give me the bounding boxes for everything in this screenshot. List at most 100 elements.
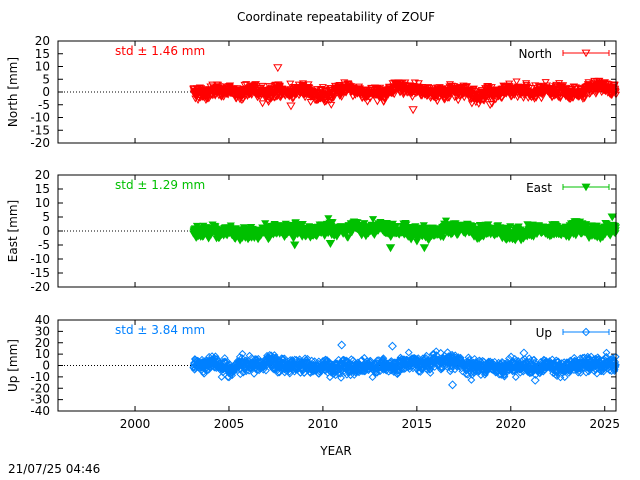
data-point bbox=[519, 348, 529, 358]
data-point bbox=[602, 348, 611, 357]
data-point bbox=[200, 369, 209, 378]
data-point bbox=[530, 355, 538, 364]
data-point bbox=[273, 64, 283, 73]
x-tick-label: 2000 bbox=[120, 417, 151, 431]
data-point bbox=[441, 217, 451, 225]
y-tick-label: -10 bbox=[30, 370, 50, 384]
data-point bbox=[238, 349, 247, 358]
y-tick-label: 0 bbox=[42, 224, 50, 238]
data-point bbox=[261, 220, 270, 228]
y-tick-label: 20 bbox=[35, 336, 50, 350]
y-tick-label: 30 bbox=[35, 324, 50, 338]
series-up bbox=[189, 340, 620, 390]
data-point bbox=[448, 380, 458, 390]
x-tick-label: 2010 bbox=[308, 417, 339, 431]
data-point bbox=[286, 80, 295, 88]
data-point bbox=[290, 241, 300, 250]
data-point bbox=[240, 81, 249, 89]
y-tick-label: 5 bbox=[42, 72, 50, 86]
data-point bbox=[570, 353, 579, 362]
data-point bbox=[258, 100, 267, 108]
data-point bbox=[318, 84, 327, 92]
y-axis-label: Up [mm] bbox=[6, 339, 20, 392]
y-tick-label: -10 bbox=[30, 252, 50, 266]
y-tick-label: 10 bbox=[35, 347, 50, 361]
data-point bbox=[462, 83, 471, 91]
data-point bbox=[412, 238, 422, 246]
data-point bbox=[372, 97, 383, 106]
legend: Up bbox=[536, 326, 610, 340]
x-tick-label: 2020 bbox=[496, 417, 527, 431]
data-point bbox=[414, 367, 423, 376]
data-point bbox=[419, 244, 430, 253]
legend-marker bbox=[581, 327, 591, 337]
data-point bbox=[303, 354, 312, 363]
y-tick-label: -10 bbox=[30, 111, 50, 125]
data-point bbox=[325, 240, 336, 249]
data-point bbox=[258, 82, 267, 90]
data-point bbox=[530, 375, 540, 385]
y-tick-label: -30 bbox=[30, 393, 50, 407]
data-point bbox=[408, 106, 418, 115]
data-point bbox=[414, 80, 423, 88]
legend-label: Up bbox=[536, 326, 552, 340]
data-point bbox=[426, 369, 435, 377]
legend: East bbox=[526, 181, 610, 195]
data-point bbox=[512, 78, 521, 86]
data-point bbox=[387, 341, 397, 351]
data-point bbox=[569, 83, 579, 91]
data-point bbox=[485, 101, 495, 110]
data-point bbox=[211, 352, 220, 361]
data-point bbox=[366, 95, 375, 103]
data-point bbox=[366, 356, 375, 365]
data-point bbox=[408, 93, 417, 101]
plot-frame bbox=[57, 40, 617, 144]
data-point bbox=[560, 373, 569, 382]
data-point bbox=[507, 352, 515, 361]
y-tick-label: -15 bbox=[30, 266, 50, 280]
series-north bbox=[189, 64, 621, 115]
data-point bbox=[525, 354, 534, 363]
data-point bbox=[204, 365, 213, 374]
data-point bbox=[247, 91, 256, 99]
timestamp: 21/07/25 04:46 bbox=[8, 462, 101, 476]
data-point bbox=[326, 373, 334, 382]
y-tick-label: 15 bbox=[35, 47, 50, 61]
data-point bbox=[337, 340, 347, 350]
data-point bbox=[385, 244, 396, 253]
data-point bbox=[511, 373, 520, 381]
legend-label: North bbox=[518, 47, 552, 61]
series-east bbox=[189, 213, 621, 253]
data-point bbox=[262, 366, 270, 375]
plot-frame bbox=[57, 174, 617, 288]
data-point bbox=[506, 223, 515, 231]
data-point bbox=[491, 96, 500, 104]
x-tick-label: 2025 bbox=[589, 417, 620, 431]
data-point bbox=[328, 219, 337, 227]
data-point bbox=[343, 234, 353, 242]
y-tick-label: 10 bbox=[35, 196, 50, 210]
data-point bbox=[611, 358, 620, 366]
data-point bbox=[576, 368, 585, 377]
data-point bbox=[487, 100, 497, 108]
x-tick-label: 2015 bbox=[402, 417, 433, 431]
data-point bbox=[250, 369, 258, 378]
std-annotation: std ± 1.29 mm bbox=[115, 178, 205, 192]
y-tick-label: 20 bbox=[35, 34, 50, 48]
y-tick-label: 10 bbox=[35, 60, 50, 74]
y-tick-label: 20 bbox=[35, 168, 50, 182]
data-point bbox=[467, 376, 476, 384]
legend-label: East bbox=[526, 181, 552, 195]
data-point bbox=[522, 80, 531, 88]
y-tick-label: -40 bbox=[30, 404, 50, 418]
data-point bbox=[324, 215, 333, 223]
chart-title: Coordinate repeatability of ZOUF bbox=[237, 10, 435, 24]
legend: North bbox=[518, 47, 610, 61]
data-point bbox=[224, 372, 234, 382]
x-tick-label: 2005 bbox=[214, 417, 245, 431]
data-point bbox=[436, 348, 445, 357]
y-tick-label: 40 bbox=[35, 313, 50, 327]
y-tick-label: -20 bbox=[30, 381, 50, 395]
